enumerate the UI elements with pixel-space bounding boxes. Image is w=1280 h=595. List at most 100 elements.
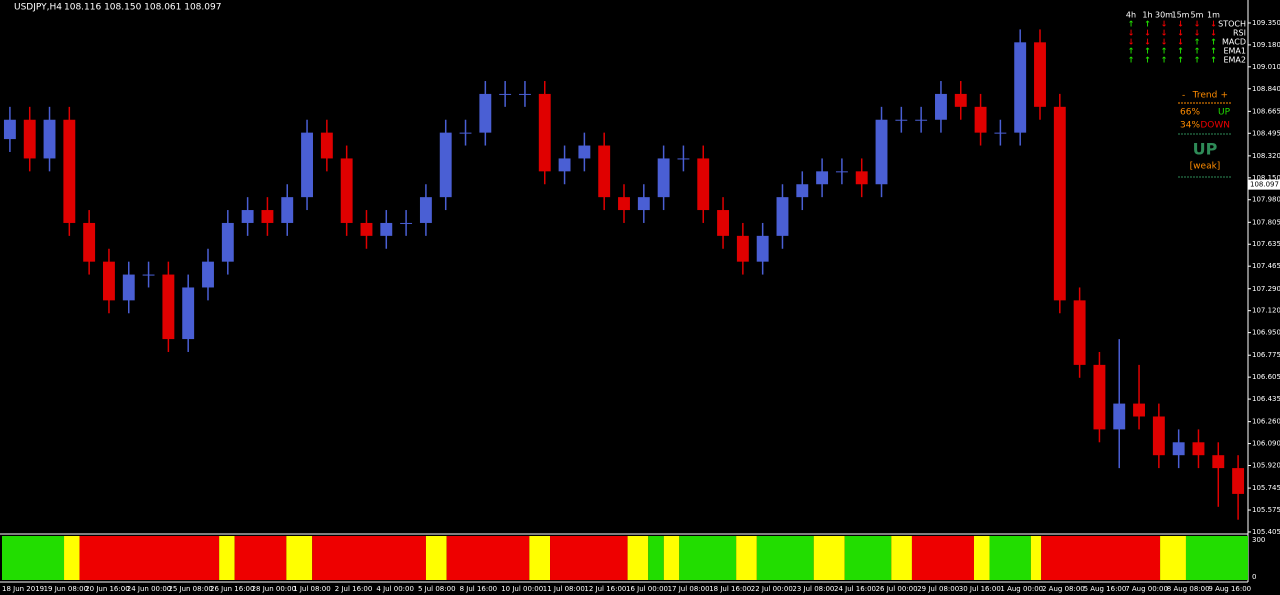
signal-bar — [648, 536, 664, 580]
last-price: 108.097 — [1250, 181, 1279, 189]
candle-body — [756, 235, 769, 262]
candle-body — [519, 93, 531, 95]
signal-bar — [756, 536, 814, 580]
trend-strength: [weak] — [1190, 162, 1221, 172]
trend-minus: - — [1182, 91, 1185, 101]
candle-body — [83, 222, 96, 262]
price-label: 106.435 — [1252, 395, 1280, 403]
time-label: 7 Aug 00:00 — [1125, 585, 1168, 593]
candle-body — [479, 93, 492, 133]
candle-body — [1133, 403, 1145, 417]
candle-body — [1073, 300, 1086, 365]
signal-arrow: ↑ — [1128, 56, 1135, 65]
signal-name: MACD — [1222, 38, 1246, 47]
candle-body — [122, 274, 135, 301]
indicator-tick: 0 — [1252, 573, 1256, 581]
price-label: 107.120 — [1252, 307, 1280, 315]
candle-body — [142, 274, 155, 276]
signal-arrow: ↓ — [1194, 29, 1201, 38]
candle-body — [1053, 106, 1066, 301]
signal-arrow: ↓ — [1210, 20, 1217, 29]
candle-body — [776, 197, 789, 236]
candle-body — [736, 235, 749, 262]
candle-body — [63, 119, 76, 223]
candle-body — [538, 93, 551, 172]
candle-body — [875, 119, 888, 185]
time-label: 25 Jun 08:00 — [168, 585, 212, 593]
price-label: 108.320 — [1252, 152, 1280, 160]
signal-arrow: ↑ — [1210, 56, 1217, 65]
candle-body — [598, 145, 611, 198]
candle-body — [558, 158, 571, 172]
candle-body — [717, 210, 729, 236]
signal-bar — [989, 536, 1031, 580]
price-label: 106.260 — [1252, 418, 1280, 426]
candle-body — [677, 158, 690, 160]
time-label: 24 Jul 16:00 — [834, 585, 876, 593]
signal-bar — [663, 536, 680, 580]
candle-body — [657, 158, 670, 198]
time-label: 8 Jul 16:00 — [460, 585, 498, 593]
time-label: 8 Aug 08:00 — [1167, 585, 1210, 593]
signal-arrow: ↑ — [1144, 47, 1151, 56]
price-label: 109.180 — [1252, 41, 1280, 49]
time-label: 2 Aug 08:00 — [1042, 585, 1085, 593]
candle-body — [360, 222, 373, 236]
timeframe: 5m — [1191, 11, 1204, 20]
candle-body — [221, 222, 234, 262]
time-label: 5 Jul 08:00 — [418, 585, 456, 593]
candle-body — [340, 158, 353, 223]
price-label: 108.150 — [1252, 174, 1280, 182]
signal-arrow: ↓ — [1144, 38, 1151, 47]
signal-arrow: ↑ — [1161, 56, 1168, 65]
candle-body — [1232, 468, 1245, 494]
signal-arrow: ↓ — [1177, 20, 1184, 29]
signal-arrow: ↑ — [1194, 38, 1201, 47]
candle-body — [459, 132, 472, 134]
candle-body — [816, 171, 829, 185]
trend-verdict: UP — [1193, 140, 1218, 159]
signal-bar — [679, 536, 737, 580]
signal-name: EMA2 — [1223, 56, 1246, 65]
candle-body — [103, 261, 115, 301]
ohlc-header: 108.116 108.150 108.061 108.097 — [64, 3, 221, 13]
signal-arrow: ↑ — [1144, 56, 1151, 65]
price-label: 106.775 — [1252, 351, 1280, 359]
candle-body — [162, 274, 175, 340]
price-label: 107.805 — [1252, 218, 1280, 226]
time-label: 2 Jul 16:00 — [335, 585, 373, 593]
symbol: USDJPY,H4 — [14, 3, 62, 13]
price-label: 108.495 — [1252, 129, 1280, 137]
up-percent: 66% — [1180, 108, 1200, 118]
time-label: 17 Jul 08:00 — [668, 585, 710, 593]
signal-bar — [550, 536, 628, 580]
price-label: 105.920 — [1252, 462, 1280, 470]
time-label: 24 Jun 00:00 — [127, 585, 171, 593]
signal-arrow: ↑ — [1210, 38, 1217, 47]
signal-bar — [234, 536, 287, 580]
down-percent: 34% — [1180, 121, 1200, 131]
signal-arrow: ↓ — [1161, 20, 1168, 29]
signal-name: EMA1 — [1223, 47, 1246, 56]
signal-arrow: ↓ — [1194, 20, 1201, 29]
candle-body — [1113, 403, 1126, 430]
time-label: 4 Jul 00:00 — [376, 585, 414, 593]
signal-arrow: ↑ — [1128, 20, 1135, 29]
candle-body — [994, 132, 1007, 134]
trend-title: Trend — [1192, 91, 1218, 101]
price-label: 109.350 — [1252, 19, 1280, 27]
candle-body — [954, 93, 967, 107]
signal-bar — [844, 536, 892, 580]
candle-body — [915, 119, 928, 121]
candle-body — [301, 132, 313, 198]
price-label: 107.465 — [1252, 262, 1280, 270]
signal-bar — [286, 536, 313, 580]
time-label: 5 Aug 16:00 — [1084, 585, 1127, 593]
signal-arrow: ↓ — [1144, 29, 1151, 38]
candle-body — [1212, 455, 1225, 469]
candle-body — [796, 184, 809, 198]
candle-body — [320, 132, 333, 159]
time-label: 11 Jul 08:00 — [543, 585, 585, 593]
candle-body — [1014, 42, 1027, 133]
